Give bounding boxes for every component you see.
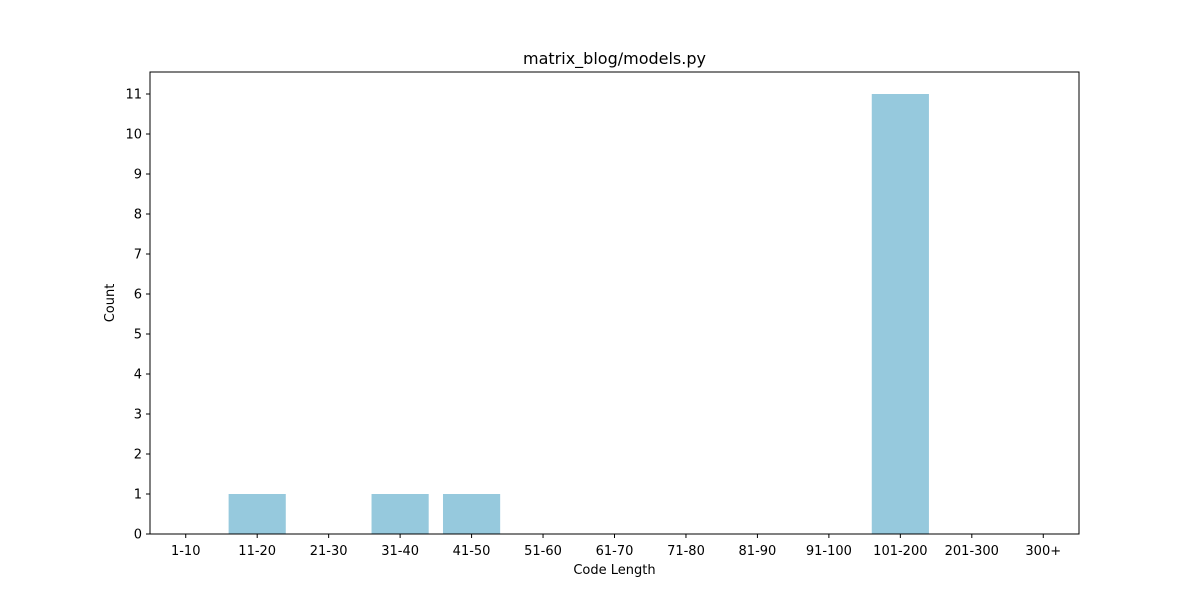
x-tick-label: 300+ bbox=[1025, 544, 1061, 559]
y-tick-label: 7 bbox=[134, 248, 142, 263]
x-tick-label: 81-90 bbox=[739, 544, 777, 559]
x-tick-label: 61-70 bbox=[596, 544, 634, 559]
x-tick-label: 41-50 bbox=[453, 544, 491, 559]
bar-11-20 bbox=[228, 494, 286, 534]
x-tick-label: 71-80 bbox=[667, 544, 705, 559]
x-tick-label: 1-10 bbox=[171, 544, 201, 559]
bar-41-50 bbox=[442, 494, 501, 534]
y-tick-label: 6 bbox=[134, 288, 142, 303]
y-tick-label: 2 bbox=[134, 448, 142, 463]
x-tick-label: 31-40 bbox=[381, 544, 419, 559]
x-tick-label: 21-30 bbox=[310, 544, 348, 559]
x-tick-label: 11-20 bbox=[238, 544, 276, 559]
bars-group bbox=[228, 94, 929, 534]
y-tick-label: 5 bbox=[134, 328, 142, 343]
y-tick-label: 8 bbox=[134, 208, 142, 223]
y-tick-label: 4 bbox=[134, 368, 142, 383]
plot-frame bbox=[149, 71, 1080, 535]
y-tick-label: 10 bbox=[125, 128, 142, 143]
x-axis-ticks: 1-10 11-20 21-30 31-40 41-50 51-60 61-70 71-80 8… bbox=[171, 534, 1061, 559]
x-axis-title: Code Length bbox=[573, 563, 655, 578]
y-tick-label: 0 bbox=[134, 528, 142, 543]
x-tick-label: 101-200 bbox=[873, 544, 927, 559]
x-tick-label: 201-300 bbox=[945, 544, 999, 559]
x-tick-label: 51-60 bbox=[524, 544, 562, 559]
y-tick-label: 11 bbox=[125, 88, 142, 103]
chart-title: matrix_blog/models.py bbox=[523, 49, 706, 69]
x-tick-label: 91-100 bbox=[806, 544, 852, 559]
bar-101-200 bbox=[871, 94, 929, 534]
y-axis-ticks: 0 1 2 3 4 5 6 7 8 9 10 11 bbox=[125, 88, 150, 543]
y-axis-title: Count bbox=[103, 284, 118, 323]
y-tick-label: 9 bbox=[134, 168, 142, 183]
bar-31-40 bbox=[371, 494, 429, 534]
y-tick-label: 3 bbox=[134, 408, 142, 423]
y-tick-label: 1 bbox=[134, 488, 142, 503]
